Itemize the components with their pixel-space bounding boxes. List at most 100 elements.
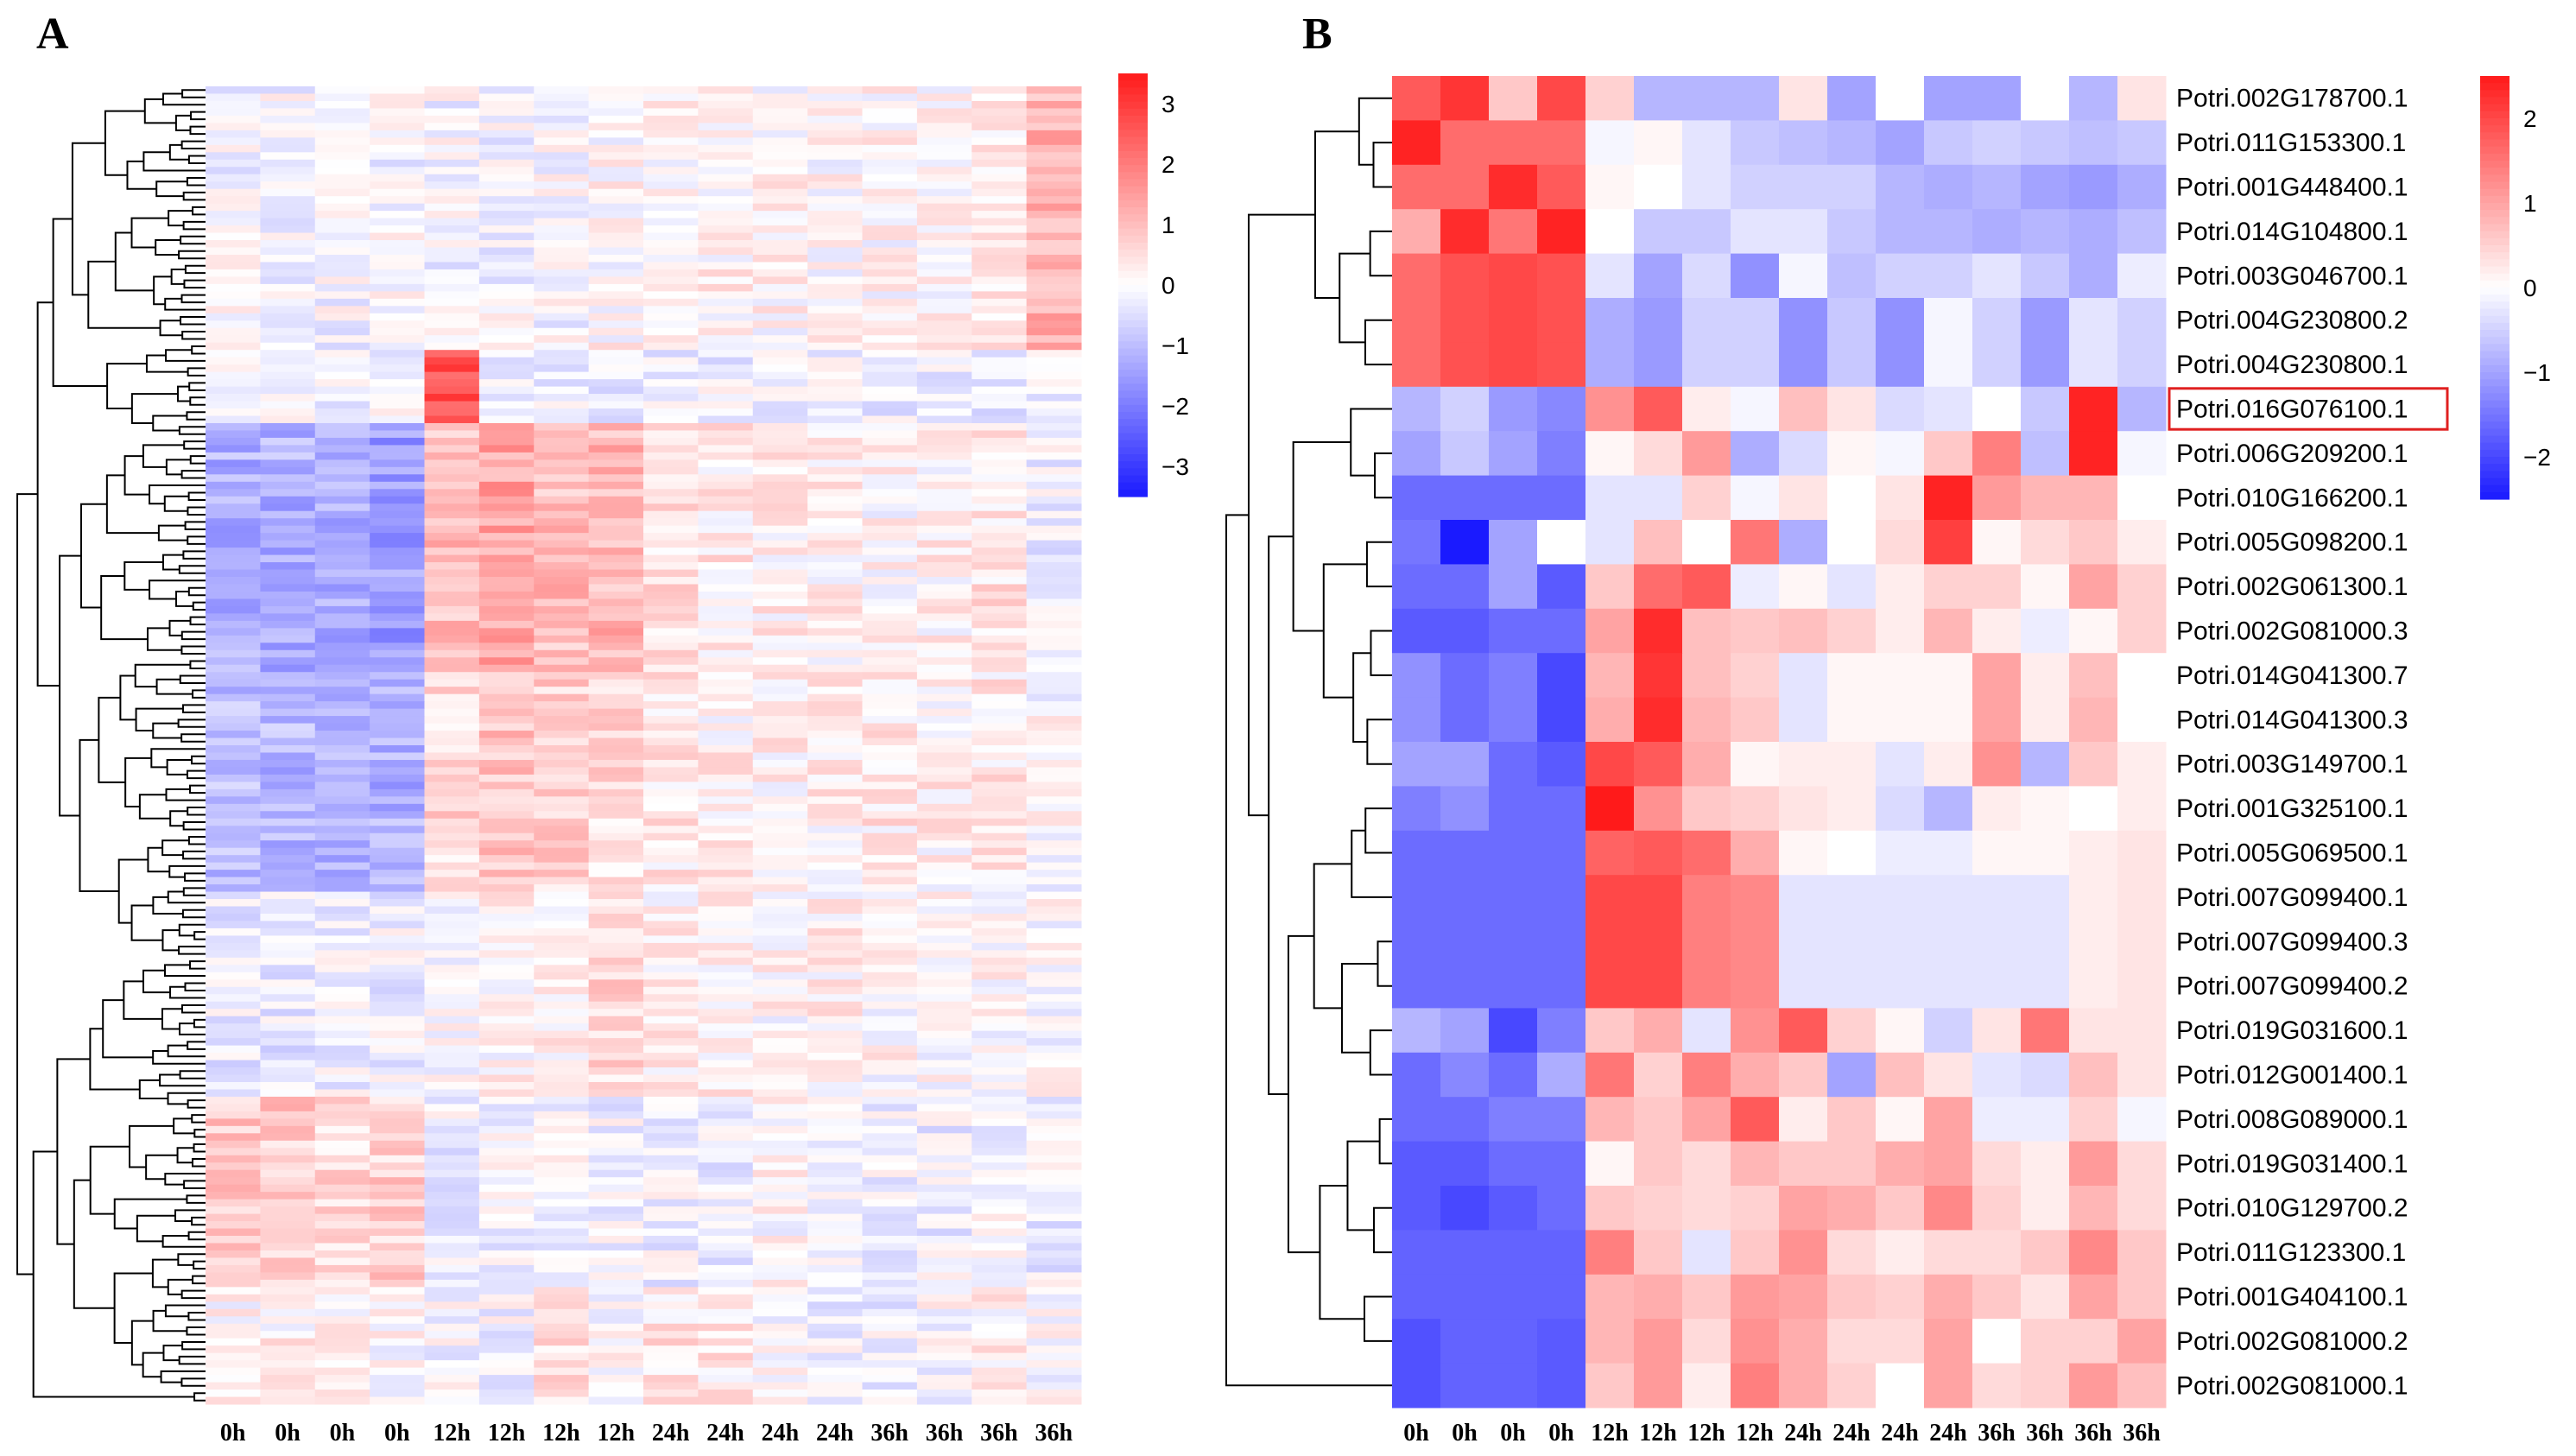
heatmap-cell <box>1972 298 2022 343</box>
heatmap-cell <box>1827 298 1877 343</box>
heatmap-cell <box>2069 253 2118 299</box>
heatmap-cell <box>1924 919 1973 965</box>
dendrogram-branch <box>138 794 171 820</box>
heatmap-cell <box>1392 1097 1441 1143</box>
heatmap-cell <box>206 130 261 138</box>
dendrogram-branch <box>187 155 206 165</box>
row-label: Potri.019G031400.1 <box>2176 1149 2408 1178</box>
heatmap-cell <box>424 115 480 123</box>
heatmap-cell <box>1392 164 1441 210</box>
heatmap-cell <box>1537 608 1586 654</box>
heatmap-cell <box>807 716 864 725</box>
heatmap-cell <box>424 496 480 504</box>
heatmap-cell <box>643 899 699 908</box>
heatmap-cell <box>534 1118 590 1127</box>
colorbar-segment <box>1118 250 1148 257</box>
heatmap-cell <box>478 950 535 959</box>
heatmap-cell <box>862 598 918 607</box>
heatmap-cell <box>370 357 426 365</box>
heatmap-cell <box>260 379 316 388</box>
heatmap-cell <box>1392 564 1441 610</box>
heatmap-cell <box>752 591 808 599</box>
heatmap-cell <box>370 840 426 849</box>
heatmap-cell <box>478 935 535 944</box>
heatmap-cell <box>424 452 480 460</box>
heatmap-cell <box>424 394 480 402</box>
heatmap-cell <box>752 1331 808 1339</box>
heatmap-cell <box>698 371 754 380</box>
heatmap-cell <box>206 1206 261 1215</box>
heatmap-cell <box>1026 562 1082 571</box>
heatmap-cell <box>1537 1097 1586 1143</box>
heatmap-cell <box>478 218 535 226</box>
heatmap-cell <box>1585 564 1635 610</box>
heatmap-cell <box>698 1125 754 1134</box>
heatmap-cell <box>972 672 1028 681</box>
heatmap-cell <box>534 957 590 965</box>
heatmap-cell <box>534 1228 590 1237</box>
heatmap-cell <box>972 350 1028 358</box>
heatmap-cell <box>206 1338 261 1346</box>
column-label: 36h <box>2123 1420 2161 1447</box>
heatmap-cell <box>916 1360 972 1369</box>
column-label: 24h <box>652 1420 690 1447</box>
heatmap-cell <box>314 1125 370 1134</box>
heatmap-cell <box>424 840 480 849</box>
dendrogram-branch <box>138 1079 168 1100</box>
heatmap-cell <box>534 152 590 161</box>
heatmap-cell <box>1392 120 1441 166</box>
heatmap-cell <box>478 350 535 358</box>
heatmap-cell <box>588 1045 644 1054</box>
heatmap-cell <box>807 965 864 973</box>
heatmap-cell <box>1489 1274 1538 1320</box>
heatmap-cell <box>260 1331 316 1339</box>
heatmap-cell <box>370 745 426 753</box>
heatmap-cell <box>643 870 699 878</box>
heatmap-cell <box>534 1264 590 1273</box>
heatmap-cell <box>916 1177 972 1186</box>
heatmap-cell <box>972 884 1028 893</box>
heatmap-cell <box>1026 1177 1082 1186</box>
heatmap-cell <box>260 723 316 731</box>
heatmap-cell <box>1392 342 1441 388</box>
heatmap-cell <box>588 181 644 190</box>
heatmap-cell <box>916 679 972 687</box>
heatmap-cell <box>424 196 480 205</box>
heatmap-cell <box>1026 840 1082 849</box>
heatmap-cell <box>534 93 590 102</box>
heatmap-cell <box>314 1155 370 1163</box>
heatmap-cell <box>1585 830 1635 876</box>
dendrogram-branch <box>186 411 206 421</box>
heatmap-cell <box>916 548 972 556</box>
heatmap-cell <box>1924 830 1973 876</box>
heatmap-cell <box>698 1323 754 1332</box>
heatmap-cell <box>698 679 754 687</box>
heatmap-cell <box>588 1155 644 1163</box>
heatmap-cell <box>588 115 644 123</box>
heatmap-cell <box>752 1060 808 1068</box>
heatmap-cell <box>698 218 754 226</box>
heatmap-cell <box>370 774 426 782</box>
dendrogram-branch <box>193 1260 206 1270</box>
heatmap-cell <box>370 950 426 959</box>
heatmap-cell <box>370 452 426 460</box>
heatmap-cell <box>643 394 699 402</box>
heatmap-cell <box>206 1396 261 1405</box>
heatmap-cell <box>1026 262 1082 270</box>
heatmap-cell <box>643 335 699 344</box>
heatmap-cell <box>534 254 590 263</box>
colorbar-segment <box>1118 228 1148 237</box>
heatmap-cell <box>1876 1186 1925 1231</box>
heatmap-cell <box>752 1155 808 1163</box>
heatmap-cell <box>643 548 699 556</box>
heatmap-cell <box>862 452 918 460</box>
dendrogram-branch <box>142 969 171 994</box>
heatmap-cell <box>2069 298 2118 343</box>
heatmap-cell <box>588 350 644 358</box>
heatmap-cell <box>1026 401 1082 409</box>
heatmap-cell <box>370 569 426 578</box>
heatmap-cell <box>643 855 699 864</box>
heatmap-cell <box>916 283 972 292</box>
heatmap-cell <box>862 240 918 249</box>
dendrogram-branch <box>191 1157 206 1168</box>
